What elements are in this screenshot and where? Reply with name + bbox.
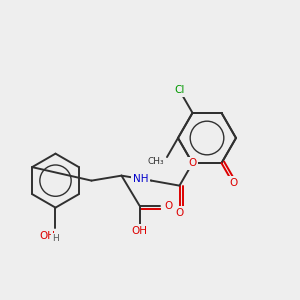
Text: O: O xyxy=(229,178,237,188)
Text: O: O xyxy=(164,201,173,211)
Text: Cl: Cl xyxy=(174,85,185,95)
Text: OH: OH xyxy=(131,226,148,236)
Text: OH: OH xyxy=(40,231,56,241)
Text: O: O xyxy=(176,208,184,218)
Text: O: O xyxy=(188,158,196,168)
Text: H: H xyxy=(52,234,59,243)
Text: NH: NH xyxy=(133,174,148,184)
Text: CH₃: CH₃ xyxy=(148,157,164,166)
